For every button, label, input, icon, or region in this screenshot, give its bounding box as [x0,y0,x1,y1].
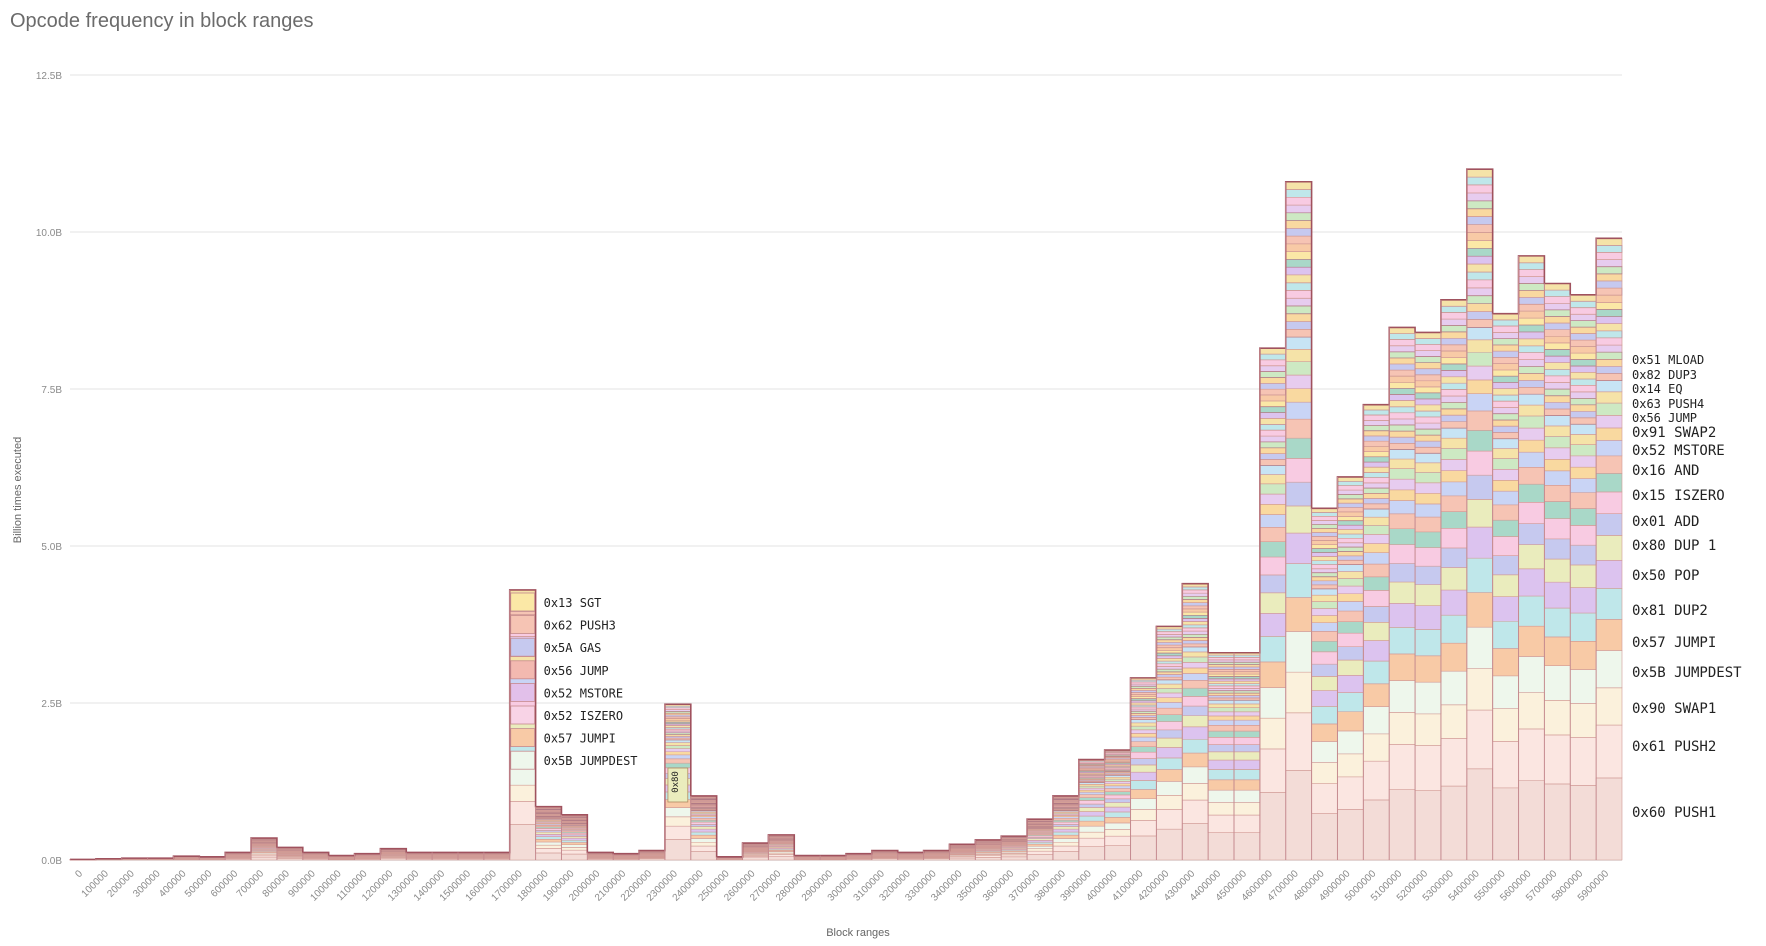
y-tick-label: 2.5B [41,699,62,710]
peak-label-swatch [510,637,536,657]
peak-label: 0x13 SGT [544,596,602,610]
series-legend-label: 0x51 MLOAD [1632,353,1704,367]
peak-label-swatch [510,615,536,634]
series-legend-label: 0x56 JUMP [1632,411,1697,425]
peak-label: 0x62 PUSH3 [544,619,616,633]
series-legend-label: 0x16 AND [1632,463,1699,479]
y-tick-label: 5.0B [41,542,62,553]
y-tick-label: 12.5B [36,71,62,82]
peak-label: 0x52 MSTORE [544,686,623,700]
series-legend-label: 0x01 ADD [1632,514,1699,530]
y-axis-title: Billion times executed [12,437,24,543]
series-labels: 0x13 SGT 0x62 PUSH3 0x5A GAS 0x56 JUMP 0x52 … [510,353,1742,821]
series-legend-label: 0x91 SWAP2 [1632,425,1716,441]
series-legend-label: 0x15 ISZERO [1632,488,1725,504]
chart-title: Opcode frequency in block ranges [10,10,314,32]
series-legend-label: 0x63 PUSH4 [1632,397,1704,411]
series-legend-label: 0x52 MSTORE [1632,443,1725,459]
peak-label: 0x56 JUMP [544,664,609,678]
peak-label: 0x5B JUMPDEST [544,754,638,768]
series-legend-label: 0x14 EQ [1632,382,1683,396]
peak-label: 0x5A GAS [544,641,602,655]
x-tick-label: 0 [73,868,85,880]
peak-label-swatch [510,592,536,612]
x-tick-label: 100000 [80,868,112,900]
series-legend-label: 0x57 JUMPI [1632,635,1716,651]
peak-label-swatch [510,660,536,680]
series-legend-label: 0x80 DUP 1 [1632,538,1716,554]
x-tick-label: 600000 [209,868,241,900]
x-tick-label: 500000 [183,868,215,900]
x-tick-label: 700000 [235,868,267,900]
x-tick-label: 300000 [131,868,163,900]
y-tick-label: 10.0B [36,228,62,239]
peak-label-swatch [510,705,536,725]
series-legend-label: 0x90 SWAP1 [1632,701,1716,717]
series-legend-label: 0x5B JUMPDEST [1632,665,1742,681]
y-axis-ticks: 0.0B 2.5B 5.0B 7.5B 10.0B 12.5B [36,71,62,867]
x-axis-title: Block ranges [826,927,890,939]
mini-label: 0x80 [671,771,681,793]
peak-label-swatch [510,750,536,770]
peak-label: 0x57 JUMPI [544,732,616,746]
x-tick-label: 200000 [105,868,137,900]
peak-label-swatch [510,683,536,702]
x-axis-ticks: 0100000200000300000400000500000600000700… [73,868,1611,904]
series-legend-label: 0x82 DUP3 [1632,368,1697,382]
y-tick-label: 7.5B [41,385,62,396]
x-tick-label: 800000 [261,868,293,900]
total-outline [69,168,1622,861]
peak-label-swatch [510,728,536,747]
series-legend-label: 0x50 POP [1632,568,1699,584]
mini-label-box [667,767,689,803]
x-tick-label: 400000 [157,868,189,900]
peak-label: 0x52 ISZERO [544,709,623,723]
series-legend-label: 0x60 PUSH1 [1632,805,1716,821]
series-legend-label: 0x61 PUSH2 [1632,739,1716,755]
series-legend-label: 0x81 DUP2 [1632,603,1708,619]
y-tick-label: 0.0B [41,856,62,867]
